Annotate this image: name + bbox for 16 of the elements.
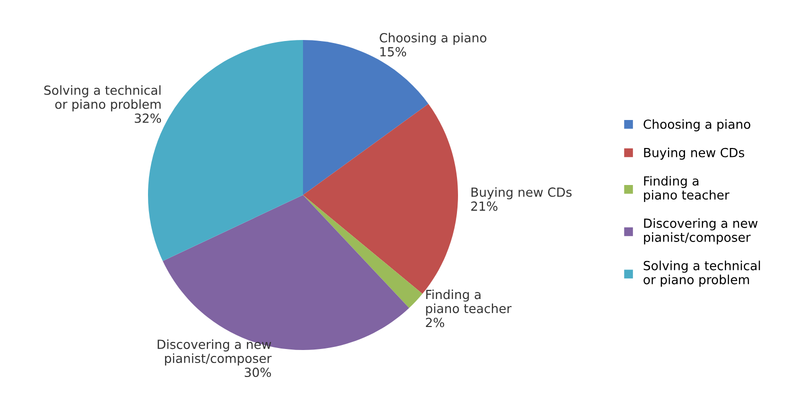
slice-label: Solving a technical or piano problem (44, 85, 161, 112)
data-label: 15% (380, 47, 406, 56)
legend-label: Discovering a new pianist/composer (644, 218, 758, 244)
slice-label: Discovering a new pianist/composer (158, 339, 272, 366)
data-label: 32% (134, 113, 161, 123)
legend-label: Solving a technical or piano problem (644, 260, 760, 287)
slice-label: Finding a piano teacher (426, 290, 512, 316)
slice-label: Buying new CDs (472, 187, 572, 200)
data-label: 21% (471, 201, 498, 211)
data-label: 2% (426, 318, 444, 328)
slice-label: Choosing a piano (380, 32, 486, 45)
legend-label: Buying new CDs (644, 148, 744, 160)
legend-label: Finding a piano teacher (644, 176, 730, 202)
legend-label: Choosing a piano (644, 119, 750, 132)
data-label: 30% (244, 368, 271, 378)
pie-slice (303, 195, 422, 308)
